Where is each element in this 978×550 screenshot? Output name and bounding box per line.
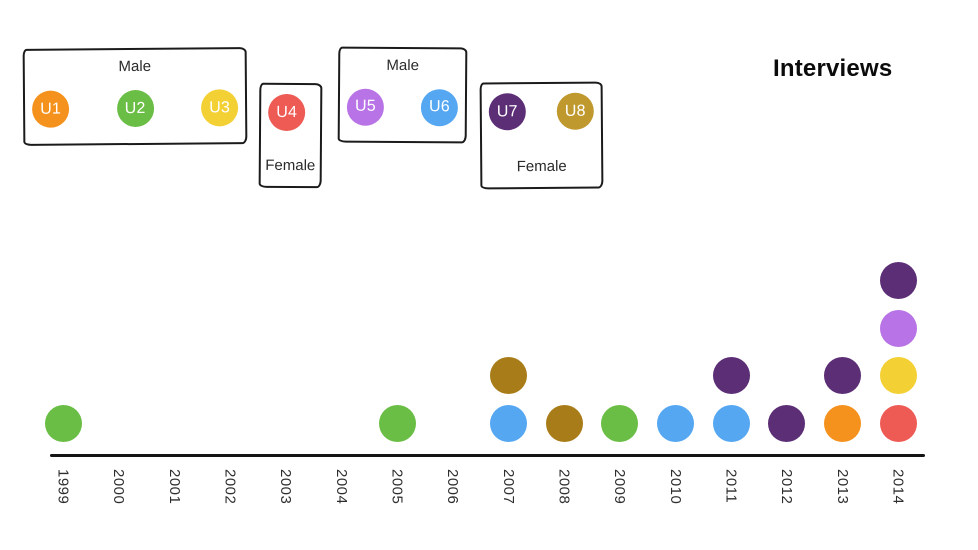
timeline-dot-2014-u3	[879, 357, 917, 394]
timeline-dot-2007-u6	[489, 404, 527, 442]
year-tick-label-2002: 2002	[221, 469, 239, 505]
user-badge-u1: U1	[31, 90, 70, 128]
year-tick-label-2013: 2013	[833, 469, 851, 505]
legend-group-female-3: U7 U8 Female	[479, 81, 604, 190]
year-tick-label-2003: 2003	[277, 469, 295, 505]
timeline-dot-2008-u8	[545, 404, 583, 442]
timeline-dot-2011-u7	[712, 357, 750, 394]
legend-group-label: Male	[386, 56, 420, 75]
year-tick-label-2010: 2010	[666, 469, 684, 505]
timeline-dot-2014-u5	[879, 309, 917, 347]
year-tick-label-1999: 1999	[54, 469, 72, 505]
timeline-dot-2005-u2	[378, 404, 416, 442]
user-badge-u7: U7	[488, 93, 526, 131]
legend-badge-row: U5 U6	[340, 73, 465, 142]
year-tick-label-2000: 2000	[110, 469, 128, 505]
legend-badge-row: U7 U8	[482, 84, 601, 131]
legend-group-label: Female	[265, 156, 316, 175]
year-tick-label-2008: 2008	[555, 469, 573, 505]
timeline-dot-1999-u2	[44, 404, 82, 442]
year-tick-label-2014: 2014	[889, 469, 907, 505]
user-badge-u8: U8	[556, 92, 594, 130]
year-tick-label-2011: 2011	[722, 469, 740, 504]
timeline-dot-2013-u1	[823, 404, 861, 442]
year-tick-label-2012: 2012	[778, 469, 796, 505]
timeline-dot-2007-u8	[489, 357, 527, 394]
year-tick-label-2007: 2007	[499, 469, 517, 505]
timeline-dot-2013-u7	[823, 357, 861, 394]
legend-badge-row: U4	[261, 85, 320, 132]
timeline-dot-2014-u4	[879, 404, 917, 442]
user-badge-u4: U4	[268, 93, 306, 132]
legend-badge-row: U1 U2 U3	[25, 73, 246, 144]
legend-group-label: Female	[516, 157, 567, 176]
user-badge-u5: U5	[346, 88, 385, 126]
legend-group-label: Male	[118, 57, 152, 76]
year-tick-label-2006: 2006	[444, 469, 462, 505]
page-title: Interviews	[773, 55, 893, 82]
timeline-dot-2012-u7	[768, 404, 806, 442]
timeline-dot-2009-u2	[601, 404, 639, 442]
legend-group-female-1: U4 Female	[258, 82, 323, 189]
user-badge-u2: U2	[116, 89, 154, 128]
user-badge-u3: U3	[200, 89, 239, 127]
timeline-dot-2010-u6	[656, 404, 694, 442]
year-tick-label-2005: 2005	[388, 469, 406, 505]
year-tick-label-2001: 2001	[165, 469, 183, 505]
user-badge-u6: U6	[420, 88, 459, 126]
legend-group-male-0: Male U1 U2 U3	[22, 47, 248, 146]
year-tick-label-2004: 2004	[332, 469, 350, 505]
legend-group-male-2: Male U5 U6	[337, 46, 468, 144]
timeline-axis-line	[50, 454, 925, 457]
timeline-dot-2011-u6	[712, 404, 750, 442]
year-tick-label-2009: 2009	[611, 469, 629, 505]
timeline-dot-2014-u7	[879, 262, 917, 299]
